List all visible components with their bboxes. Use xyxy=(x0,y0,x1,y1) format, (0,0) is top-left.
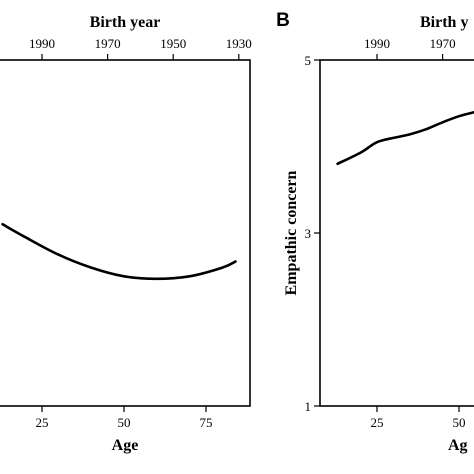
y-tick-label: 1 xyxy=(305,399,312,414)
x-tick-label: 25 xyxy=(36,415,49,430)
panel-a-frame xyxy=(0,59,251,407)
panel-b-series-line xyxy=(336,110,474,166)
y-tick-label: 5 xyxy=(305,53,312,68)
y-tick-label: 3 xyxy=(305,226,312,241)
x-tick-label: 75 xyxy=(200,415,213,430)
panel-a-x-axis-title: Age xyxy=(112,437,139,454)
panel-a: Birth year Age 25 50 75 1990 1970 1950 1930 xyxy=(0,14,252,454)
panel-b-top-axis-title: Birth y xyxy=(420,14,468,31)
top-tick-label: 1970 xyxy=(430,36,456,51)
panel-b-label: B xyxy=(276,10,290,31)
panel-a-series-line xyxy=(1,223,237,281)
panel-b-ticks: 25 50 1990 1970 1 3 5 xyxy=(305,36,466,430)
x-tick-label: 50 xyxy=(118,415,131,430)
panel-b-y-axis-title: Empathic concern xyxy=(283,170,300,295)
top-tick-label: 1990 xyxy=(364,36,390,51)
top-tick-label: 1930 xyxy=(226,36,252,51)
top-tick-label: 1970 xyxy=(95,36,121,51)
x-tick-label: 25 xyxy=(371,415,384,430)
panel-b: B Birth y Ag Empathic concern 25 50 1990 19… xyxy=(276,10,474,454)
panel-a-top-axis-title: Birth year xyxy=(90,14,161,31)
panel-a-ticks: 25 50 75 1990 1970 1950 1930 xyxy=(29,36,252,430)
panel-b-x-axis-title: Ag xyxy=(448,437,468,454)
x-tick-label: 50 xyxy=(453,415,466,430)
top-tick-label: 1990 xyxy=(29,36,55,51)
top-tick-label: 1950 xyxy=(160,36,186,51)
panel-b-frame xyxy=(319,59,474,407)
